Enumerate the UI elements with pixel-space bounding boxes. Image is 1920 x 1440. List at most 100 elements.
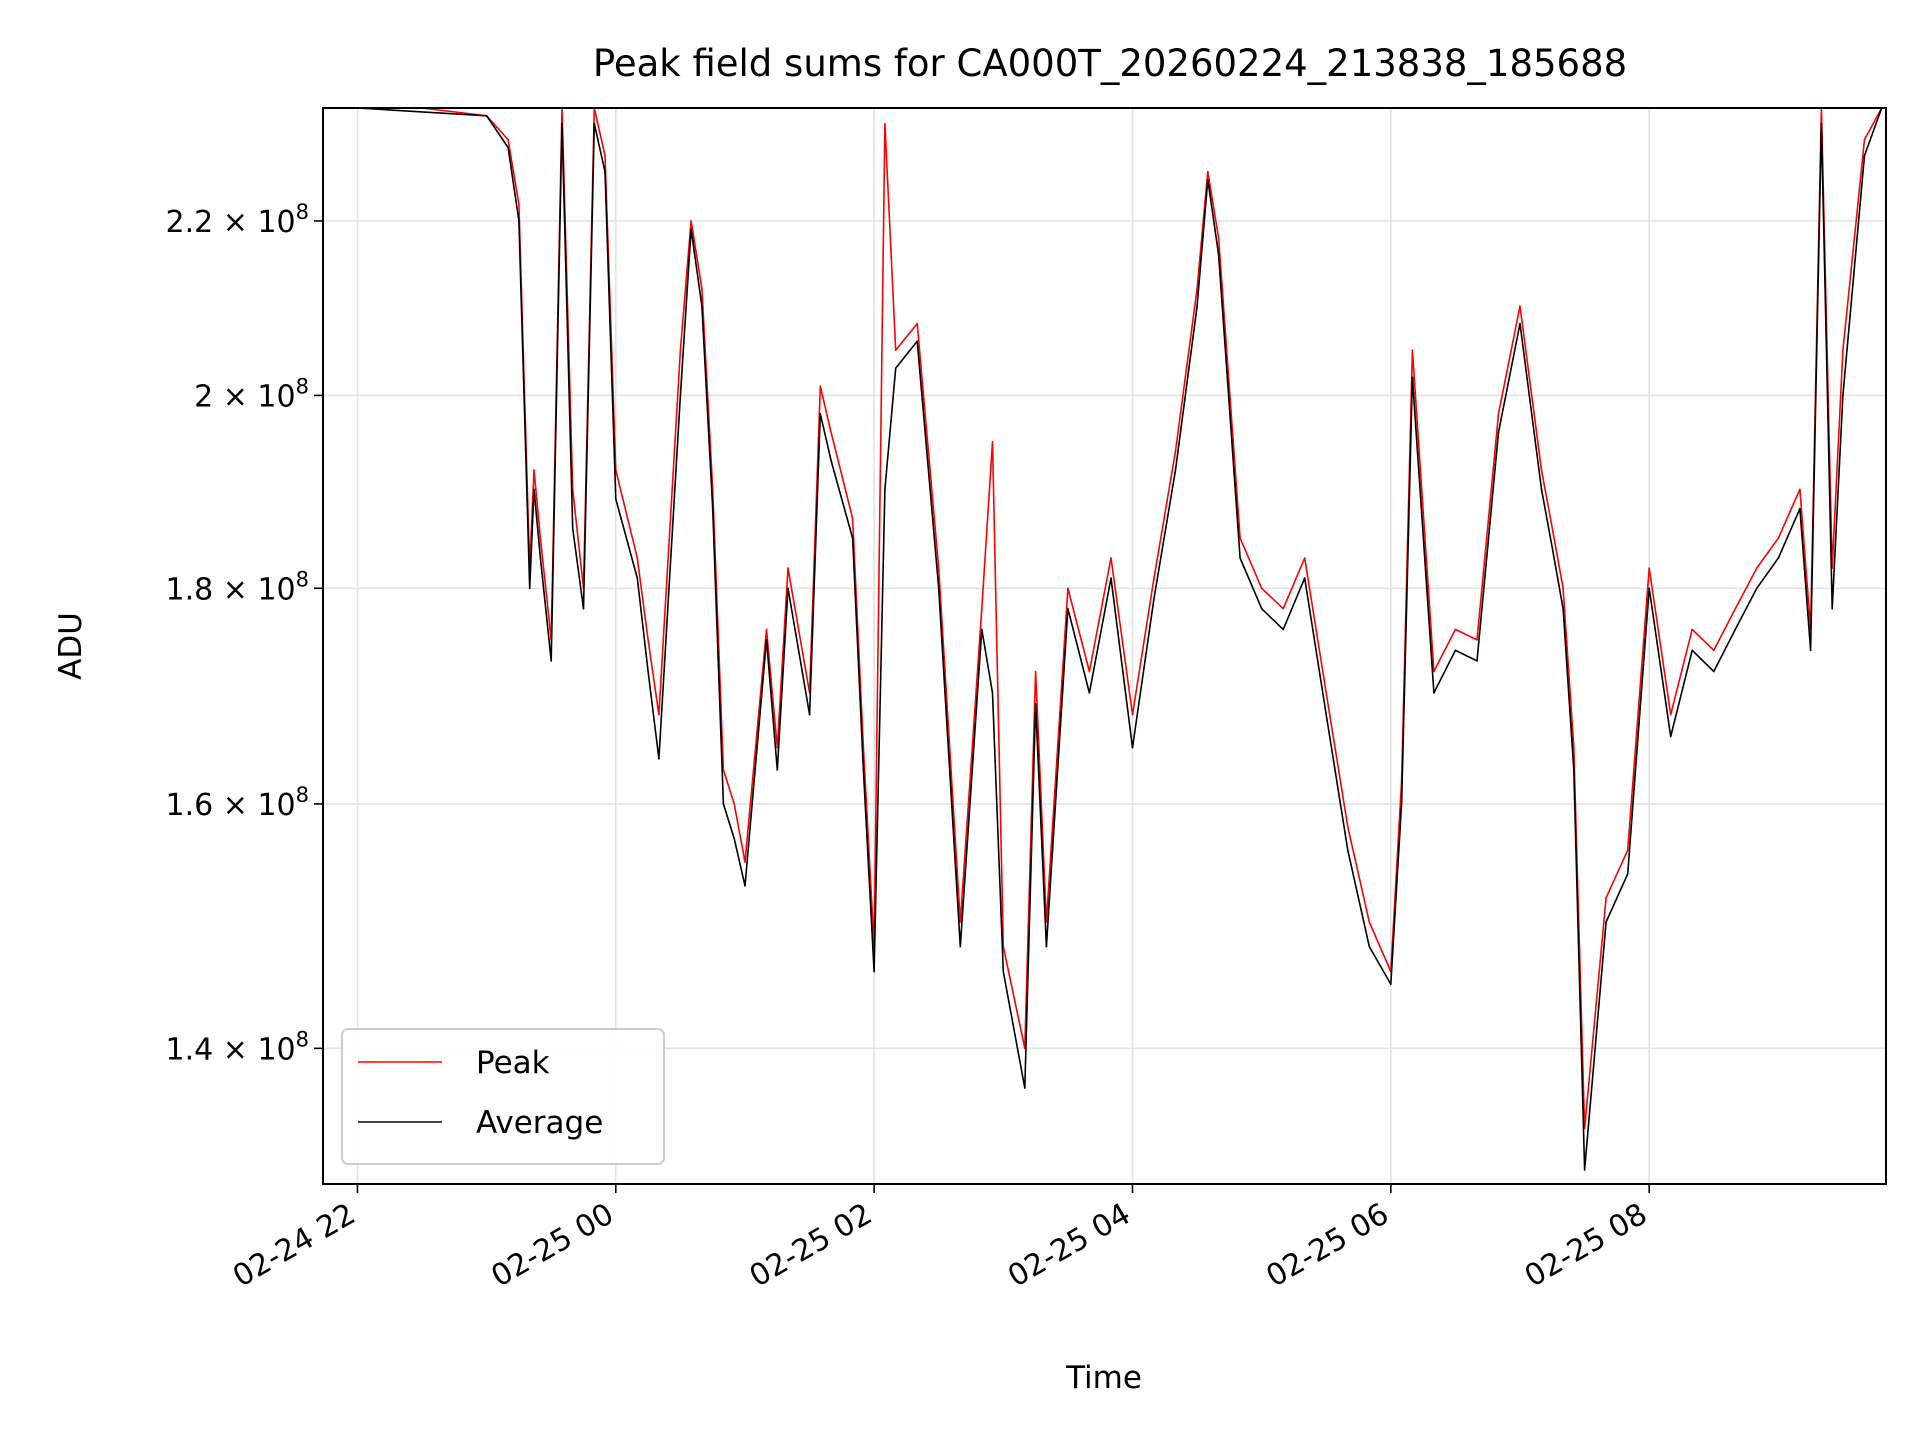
data-point-average: [830, 459, 832, 462]
data-point-peak: [991, 441, 994, 443]
data-point-peak: [722, 769, 725, 771]
data-point-average: [1368, 945, 1371, 948]
data-point-average: [1174, 469, 1177, 471]
data-point-average: [1110, 577, 1112, 579]
data-point-average: [507, 146, 509, 149]
chart-title: Peak field sums for CA000T_20260224_2138…: [593, 42, 1627, 85]
data-point-average: [808, 713, 811, 716]
data-point-peak: [1088, 670, 1091, 673]
data-point-average: [1024, 1087, 1026, 1089]
data-point-average: [1347, 849, 1349, 851]
data-point-average: [701, 305, 703, 307]
x-axis-label: Time: [1065, 1360, 1142, 1396]
data-point-average: [1390, 983, 1392, 985]
data-point-peak: [1842, 349, 1844, 352]
data-point-average: [884, 488, 886, 491]
y-tick-mantissa: 1.4 × 10: [166, 1032, 296, 1067]
data-point-average: [1691, 649, 1693, 652]
data-point-average: [1260, 607, 1263, 610]
data-point-average: [1756, 587, 1758, 590]
data-point-peak: [1207, 170, 1209, 173]
data-point-average: [1034, 702, 1037, 705]
plot-frame: [322, 107, 1887, 1185]
data-point-peak: [1411, 349, 1414, 352]
data-point-average: [862, 769, 865, 771]
data-point-average: [690, 228, 692, 231]
y-tick-exponent: 8: [296, 783, 309, 807]
data-point-average: [981, 628, 983, 631]
data-point-average: [485, 115, 488, 117]
data-point-average: [1400, 803, 1403, 805]
data-point-average: [1519, 322, 1521, 325]
y-tick-exponent: 8: [296, 374, 309, 398]
data-point-peak: [701, 287, 703, 290]
data-point-average: [528, 587, 531, 590]
data-point-peak: [1217, 236, 1220, 239]
data-point-peak: [507, 138, 509, 141]
data-point-average: [604, 170, 606, 173]
legend-label-average: Average: [476, 1105, 603, 1141]
data-point-average: [636, 577, 639, 579]
data-point-average: [1583, 1169, 1586, 1171]
data-point-average: [571, 527, 574, 530]
data-point-peak: [894, 349, 897, 352]
y-tick-mantissa: 2 × 10: [194, 379, 295, 414]
data-point-average: [1831, 607, 1833, 610]
data-point-average: [959, 945, 962, 948]
y-tick-label: 2.2 × 108: [166, 200, 309, 240]
data-point-peak: [1174, 450, 1177, 453]
data-point-average: [1282, 628, 1284, 631]
data-point-average: [1207, 179, 1209, 181]
data-point-peak: [1691, 628, 1693, 631]
data-point-peak: [1497, 413, 1500, 415]
data-point-peak: [1347, 826, 1349, 828]
data-point-average: [1497, 431, 1500, 434]
data-point-average: [1325, 713, 1327, 716]
legend: Peak Average: [341, 1028, 665, 1165]
data-point-peak: [765, 628, 768, 631]
data-point-average: [615, 498, 617, 500]
data-point-average: [1669, 735, 1672, 738]
data-point-average: [733, 837, 735, 840]
y-tick-exponent: 8: [296, 200, 309, 224]
data-point-peak: [1799, 488, 1801, 491]
data-point-average: [1067, 607, 1069, 610]
data-point-peak: [937, 567, 940, 569]
data-point-average: [1540, 488, 1543, 491]
y-tick-mantissa: 1.8 × 10: [166, 572, 296, 607]
data-point-peak: [533, 469, 535, 471]
data-point-peak: [539, 537, 542, 539]
data-point-peak: [1551, 527, 1554, 530]
data-point-average: [744, 885, 746, 887]
data-point-peak: [1196, 287, 1198, 290]
data-point-average: [593, 122, 596, 125]
data-point-peak: [1605, 897, 1607, 899]
data-point-average: [1239, 557, 1241, 559]
data-point-peak: [1756, 567, 1758, 569]
data-point-peak: [744, 861, 746, 863]
data-point-peak: [1260, 587, 1263, 590]
data-point-peak: [636, 557, 639, 559]
data-point-peak: [787, 567, 789, 569]
data-point-peak: [733, 803, 735, 805]
data-point-peak: [1303, 557, 1306, 559]
data-point-peak: [1454, 628, 1457, 631]
data-point-peak: [647, 639, 649, 641]
data-point-average: [765, 639, 768, 641]
data-point-average: [1842, 394, 1844, 397]
data-point-peak: [1626, 849, 1629, 851]
data-point-peak: [981, 607, 983, 610]
data-point-peak: [518, 203, 520, 206]
data-point-average: [937, 587, 940, 590]
data-point-average: [1131, 746, 1134, 749]
data-point-average: [550, 660, 552, 662]
data-point-average: [1088, 692, 1091, 694]
y-tick-label: 1.8 × 108: [166, 567, 309, 607]
data-point-average: [722, 803, 725, 805]
data-point-peak: [1519, 305, 1521, 307]
data-point-average: [539, 557, 542, 559]
data-point-peak: [884, 122, 886, 125]
data-point-peak: [658, 713, 660, 716]
